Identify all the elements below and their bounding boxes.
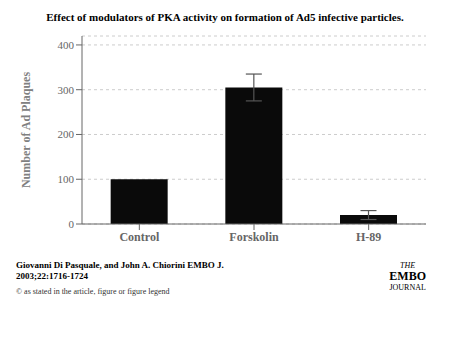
svg-text:100: 100 [58,173,75,185]
html-text:Giovanni Di Pasquale, and John: Giovanni Di Pasquale, and John A. Chiori… [16,260,224,270]
html-text:© as stated in the article, fi: © as stated in the article, figure or fi… [16,287,170,296]
html-text:THE: THE [400,261,416,270]
svg-text:200: 200 [58,128,75,140]
svg-text:Forskolin: Forskolin [229,230,279,244]
svg-text:H-89: H-89 [356,230,381,244]
svg-text:400: 400 [58,39,75,51]
svg-text:0: 0 [69,218,75,230]
svg-text:300: 300 [58,84,75,96]
svg-text:Control: Control [119,230,159,244]
html-text:JOURNAL: JOURNAL [389,283,426,292]
html-text:EMBO: EMBO [389,269,426,283]
html-text:Effect of modulators of PKA ac: Effect of modulators of PKA activity on … [46,11,404,23]
svg-text:Number of Ad Plaques: Number of Ad Plaques [19,72,33,188]
html-text:2003;22:1716-1724: 2003;22:1716-1724 [16,271,88,281]
